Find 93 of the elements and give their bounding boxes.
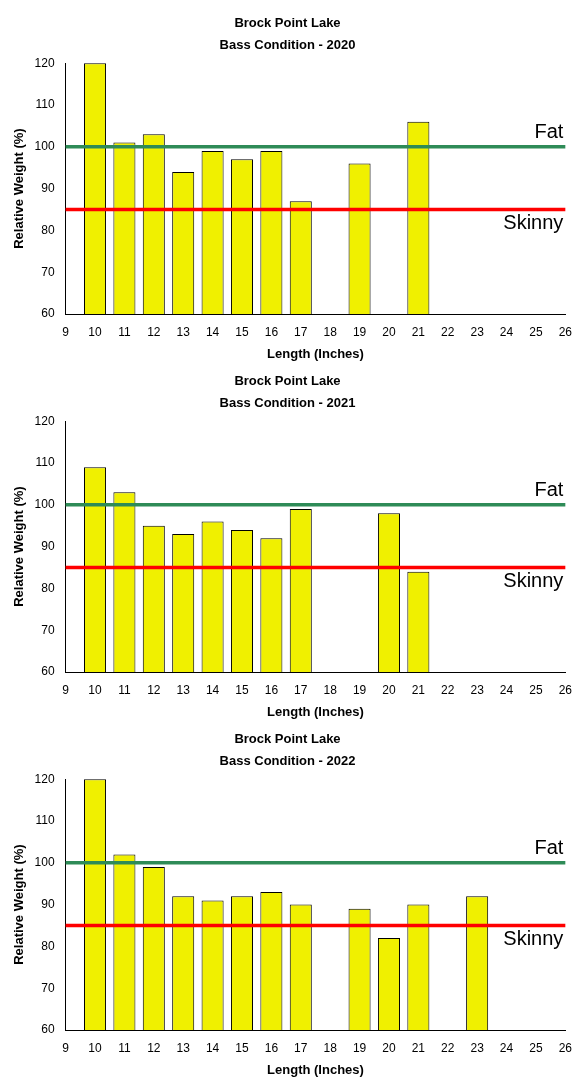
x-tick-label: 16 (264, 324, 279, 339)
x-tick-label: 25 (529, 324, 543, 339)
y-axis-title: Relative Weight (%) (11, 128, 27, 249)
x-tick-label: 14 (205, 1040, 220, 1055)
y-axis-title: Relative Weight (%) (11, 844, 27, 965)
x-tick-label: 17 (294, 682, 308, 697)
x-tick-label: 17 (294, 1040, 308, 1055)
y-tick-label: 110 (35, 813, 55, 828)
x-tick-label: 11 (118, 324, 131, 339)
y-tick-label: 70 (41, 980, 55, 995)
x-tick-label: 15 (235, 682, 249, 697)
x-tick-label: 20 (382, 1040, 396, 1055)
x-tick-label: 14 (205, 324, 220, 339)
ref-line-label: Skinny (503, 927, 564, 950)
x-tick-label: 22 (441, 324, 455, 339)
y-tick-label: 120 (34, 55, 55, 70)
y-tick-label: 90 (41, 538, 55, 553)
x-tick-label: 23 (470, 1040, 485, 1055)
y-tick-label: 80 (41, 580, 55, 595)
y-tick-label: 80 (41, 938, 55, 953)
y-tick-label: 100 (34, 855, 55, 870)
x-tick-label: 12 (147, 682, 161, 697)
x-tick-label: 15 (235, 324, 249, 339)
x-tick-label: 19 (352, 324, 367, 339)
x-tick-label: 13 (176, 1040, 191, 1055)
x-tick-label: 18 (323, 1040, 338, 1055)
y-tick-label: 70 (41, 622, 55, 637)
ref-line-label: Fat (534, 120, 564, 143)
y-tick-label: 70 (41, 264, 55, 279)
x-tick-label: 22 (441, 682, 455, 697)
x-tick-label: 19 (352, 682, 367, 697)
x-tick-label: 18 (323, 324, 338, 339)
y-tick-label: 60 (41, 1022, 55, 1037)
x-tick-label: 9 (62, 324, 70, 339)
x-tick-label: 17 (294, 324, 308, 339)
x-tick-label: 13 (176, 682, 191, 697)
y-tick-label: 90 (41, 896, 55, 911)
y-axis-title: Relative Weight (%) (11, 486, 27, 607)
chart-title: Brock Point Lake (234, 15, 341, 31)
x-tick-label: 9 (62, 682, 70, 697)
x-axis-title: Length (Inches) (267, 345, 364, 361)
y-tick-label: 100 (34, 497, 55, 512)
y-tick-label: 60 (41, 664, 55, 679)
x-tick-label: 13 (176, 324, 191, 339)
x-tick-label: 26 (558, 682, 573, 697)
ref-line-label: Skinny (503, 211, 564, 234)
x-tick-label: 21 (411, 682, 426, 697)
x-tick-label: 11 (118, 1040, 131, 1055)
x-tick-label: 20 (382, 682, 396, 697)
y-tick-label: 80 (41, 222, 55, 237)
ref-line-label: Fat (534, 478, 564, 501)
x-tick-label: 16 (264, 682, 279, 697)
x-tick-label: 22 (441, 1040, 455, 1055)
ref-line-label: Skinny (503, 569, 564, 592)
x-tick-label: 23 (470, 682, 485, 697)
x-tick-label: 24 (499, 1040, 514, 1055)
y-tick-label: 60 (41, 306, 55, 321)
y-tick-label: 120 (34, 413, 55, 428)
x-tick-label: 21 (411, 1040, 426, 1055)
x-tick-label: 9 (62, 1040, 70, 1055)
x-tick-label: 12 (147, 324, 161, 339)
x-tick-label: 24 (499, 324, 514, 339)
x-tick-label: 25 (529, 1040, 543, 1055)
x-tick-label: 11 (118, 682, 131, 697)
x-tick-label: 24 (499, 682, 514, 697)
x-axis-title: Length (Inches) (267, 1061, 364, 1077)
chart-title: Brock Point Lake (234, 373, 341, 389)
chart-subtitle: Bass Condition - 2022 (219, 752, 356, 768)
x-tick-label: 19 (352, 1040, 367, 1055)
x-tick-label: 16 (264, 1040, 279, 1055)
x-tick-label: 12 (147, 1040, 161, 1055)
y-tick-label: 110 (35, 97, 55, 112)
x-tick-label: 20 (382, 324, 396, 339)
chart-subtitle: Bass Condition - 2021 (219, 394, 356, 410)
chart-subtitle: Bass Condition - 2020 (219, 36, 356, 52)
x-axis-title: Length (Inches) (267, 703, 364, 719)
x-tick-label: 10 (88, 1040, 103, 1055)
x-tick-label: 10 (88, 682, 103, 697)
x-tick-label: 18 (323, 682, 338, 697)
x-tick-label: 15 (235, 1040, 249, 1055)
x-tick-label: 21 (411, 324, 426, 339)
x-tick-label: 25 (529, 682, 543, 697)
y-tick-label: 120 (34, 771, 55, 786)
y-tick-label: 90 (41, 180, 55, 195)
chart-title: Brock Point Lake (234, 731, 341, 747)
x-tick-label: 26 (558, 324, 573, 339)
x-tick-label: 10 (88, 324, 103, 339)
y-tick-label: 110 (35, 455, 55, 470)
x-tick-label: 14 (205, 682, 220, 697)
x-tick-label: 26 (558, 1040, 573, 1055)
ref-line-label: Fat (534, 836, 564, 859)
y-tick-label: 100 (34, 139, 55, 154)
x-tick-label: 23 (470, 324, 485, 339)
